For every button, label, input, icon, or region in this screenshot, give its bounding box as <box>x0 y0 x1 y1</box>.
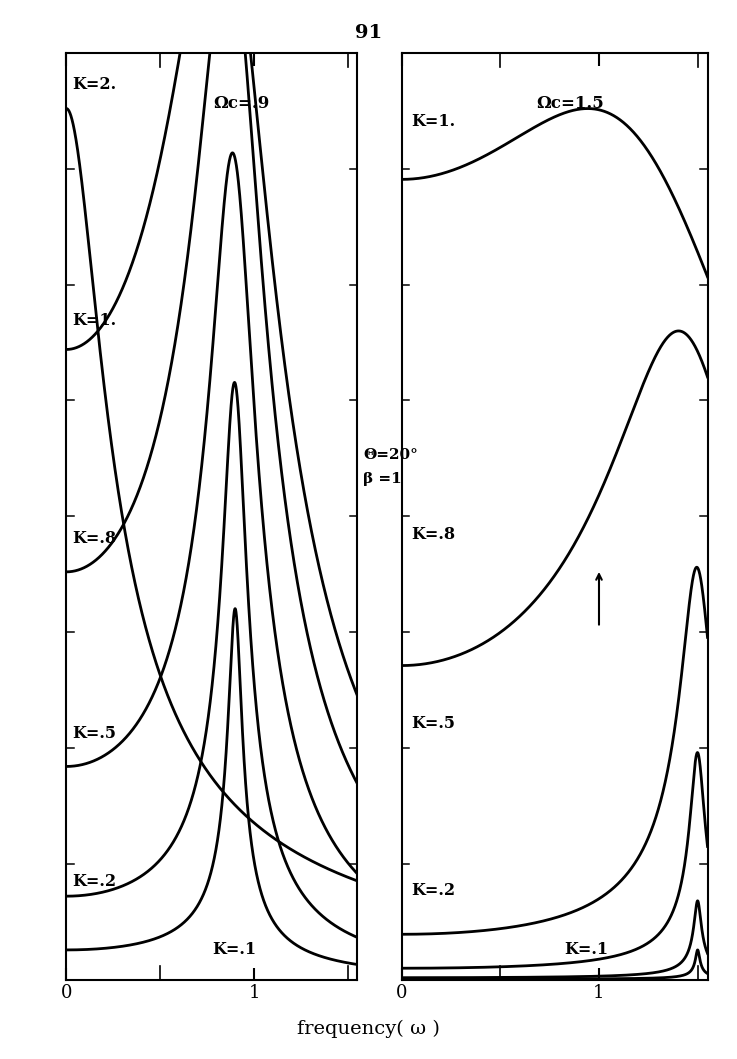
Text: K=.1: K=.1 <box>564 940 608 957</box>
Text: K=.2: K=.2 <box>72 873 116 890</box>
Text: K=.5: K=.5 <box>411 716 455 733</box>
Text: K=.2: K=.2 <box>411 882 455 899</box>
Text: K=1.: K=1. <box>411 113 455 130</box>
Text: K=.8: K=.8 <box>411 525 455 542</box>
Text: β =1: β =1 <box>363 471 402 486</box>
Text: Θ=20°: Θ=20° <box>363 448 418 463</box>
Text: Ωc=1.5: Ωc=1.5 <box>536 94 604 111</box>
Text: K=.5: K=.5 <box>72 724 116 741</box>
Text: K=2.: K=2. <box>72 76 116 93</box>
Text: K=1.: K=1. <box>72 312 116 329</box>
Text: 91: 91 <box>355 24 382 42</box>
Text: frequency( ω ): frequency( ω ) <box>297 1020 440 1039</box>
Text: K=.8: K=.8 <box>72 531 116 548</box>
Text: Ωc=.9: Ωc=.9 <box>213 94 269 111</box>
Text: K=.1: K=.1 <box>212 940 256 957</box>
